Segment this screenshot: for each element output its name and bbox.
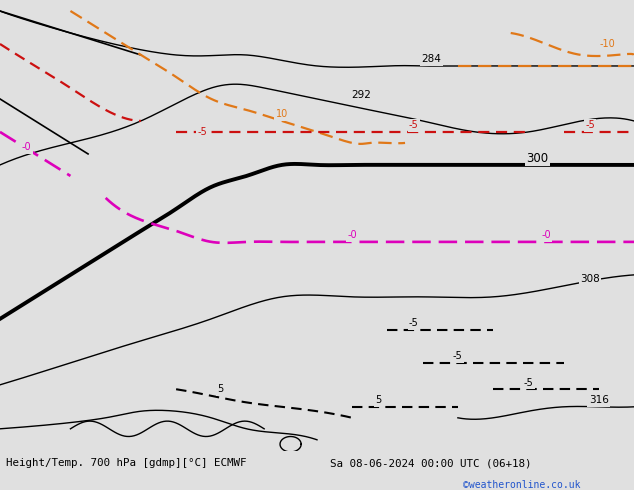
Text: 308: 308 bbox=[580, 274, 600, 284]
Text: 300: 300 bbox=[526, 152, 548, 165]
Text: Sa 08-06-2024 00:00 UTC (06+18): Sa 08-06-2024 00:00 UTC (06+18) bbox=[330, 458, 531, 468]
Text: 292: 292 bbox=[351, 90, 371, 99]
Text: -0: -0 bbox=[22, 142, 31, 152]
Text: -5: -5 bbox=[585, 121, 595, 130]
Text: -5: -5 bbox=[409, 121, 418, 130]
Text: 284: 284 bbox=[422, 54, 441, 64]
Text: ©weatheronline.co.uk: ©weatheronline.co.uk bbox=[463, 480, 580, 490]
Text: 5: 5 bbox=[375, 395, 382, 405]
Text: -0: -0 bbox=[347, 230, 357, 240]
Text: -10: -10 bbox=[600, 39, 616, 49]
Text: Height/Temp. 700 hPa [gdmp][°C] ECMWF: Height/Temp. 700 hPa [gdmp][°C] ECMWF bbox=[6, 458, 247, 468]
Text: -0: -0 bbox=[541, 230, 551, 240]
Text: 10: 10 bbox=[276, 109, 288, 120]
Text: -5: -5 bbox=[409, 318, 418, 328]
Text: -5: -5 bbox=[453, 351, 463, 361]
Text: 5: 5 bbox=[217, 384, 223, 394]
Text: 316: 316 bbox=[589, 395, 609, 405]
Text: -5: -5 bbox=[524, 378, 533, 388]
Text: -5: -5 bbox=[198, 127, 207, 137]
